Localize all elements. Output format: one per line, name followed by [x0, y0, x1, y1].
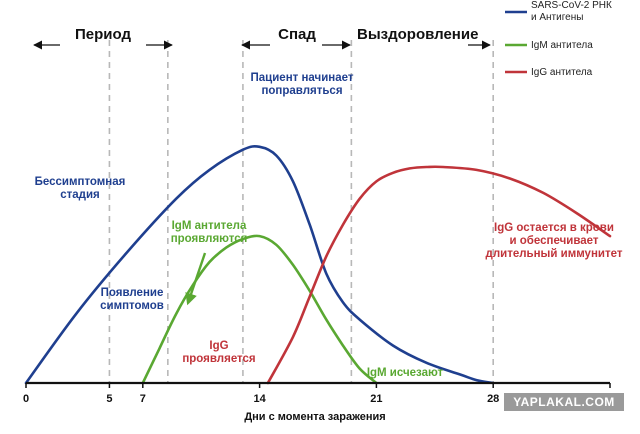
legend: SARS-CoV-2 РНК и Антигены IgM антитела IgG …	[505, 0, 612, 78]
series-rna-line	[24, 145, 495, 385]
x-tick-label-5: 5	[106, 393, 112, 405]
annotation-asymptomatic: Бессимптомная стадия	[35, 176, 126, 201]
x-tick-label-21: 21	[370, 393, 382, 405]
annotation-igg-remains: IgG остается в крови и обеспечивает длител…	[486, 222, 623, 260]
x-tick-label-0: 0	[23, 393, 29, 405]
guide-lines	[108, 40, 495, 383]
watermark-text: YAPLAKAL.COM	[513, 395, 615, 409]
series-igg-line	[266, 165, 612, 385]
x-tick-label-14: 14	[253, 393, 266, 405]
x-tick-label-7: 7	[140, 393, 146, 405]
annotations: Пациент начинает поправляться Бессимптомна…	[35, 72, 623, 379]
period-label-1: Спад	[278, 26, 316, 43]
annotation-patient: Пациент начинает поправляться	[251, 72, 354, 97]
annotation-igg-appear: IgG проявляется	[182, 340, 255, 365]
watermark: YAPLAKAL.COM	[504, 393, 624, 411]
period-label-2: Выздоровление	[357, 26, 478, 43]
x-axis-title: Дни с момента заражения	[244, 411, 385, 423]
legend-label-2: IgG антитела	[531, 67, 593, 78]
annotation-symptoms: Появление симптомов	[100, 287, 164, 312]
period-label-0: Период	[75, 26, 131, 43]
annotation-igm-disappear: IgM исчезают	[367, 367, 444, 379]
annotation-igm-appear: IgM антитела проявляются	[171, 220, 248, 245]
igm-pointer-arrow	[185, 252, 207, 306]
legend-label-1: IgM антитела	[531, 40, 593, 51]
period-arrows: Период Спад Выздоровление	[33, 26, 491, 50]
x-tick-label-28: 28	[487, 393, 499, 405]
series-lines	[24, 145, 612, 385]
legend-label-0: SARS-CoV-2 РНК и Антигены	[531, 0, 612, 23]
series-igm-line	[141, 234, 378, 385]
